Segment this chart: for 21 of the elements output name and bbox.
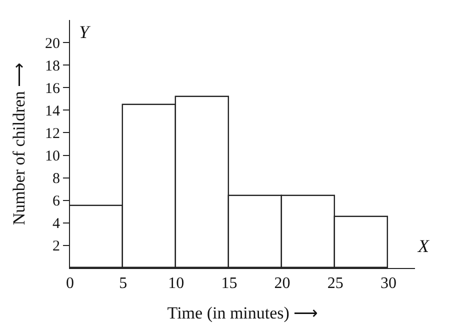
x-tick-label: 15: [221, 275, 238, 292]
y-tick-label: 16: [45, 80, 60, 97]
annotation: Y: [79, 22, 91, 42]
y-tick-label: 8: [52, 171, 60, 188]
x-axis-title: Time (in minutes) ⟶: [167, 304, 318, 323]
y-tick-label: 2: [52, 238, 60, 255]
y-tick-label: 12: [45, 126, 60, 142]
x-tick-label: 0: [66, 275, 74, 292]
x-tick-label: 20: [274, 275, 290, 292]
y-tick-label: 14: [45, 103, 60, 120]
y-tick-label: 4: [52, 216, 60, 232]
y-tick-label: 20: [45, 36, 60, 52]
y-tick-label: 18: [45, 58, 60, 74]
y-tick-label: 10: [45, 148, 60, 165]
y-axis-title: Number of children ⟶: [10, 62, 29, 226]
text: X: [417, 236, 430, 256]
x-tick-label: 10: [168, 275, 184, 292]
y-tick-label: 6: [52, 194, 60, 210]
x-tick-label: 30: [380, 275, 396, 292]
x-tick-label: 5: [119, 275, 128, 292]
x-tick-label: 25: [327, 275, 344, 292]
